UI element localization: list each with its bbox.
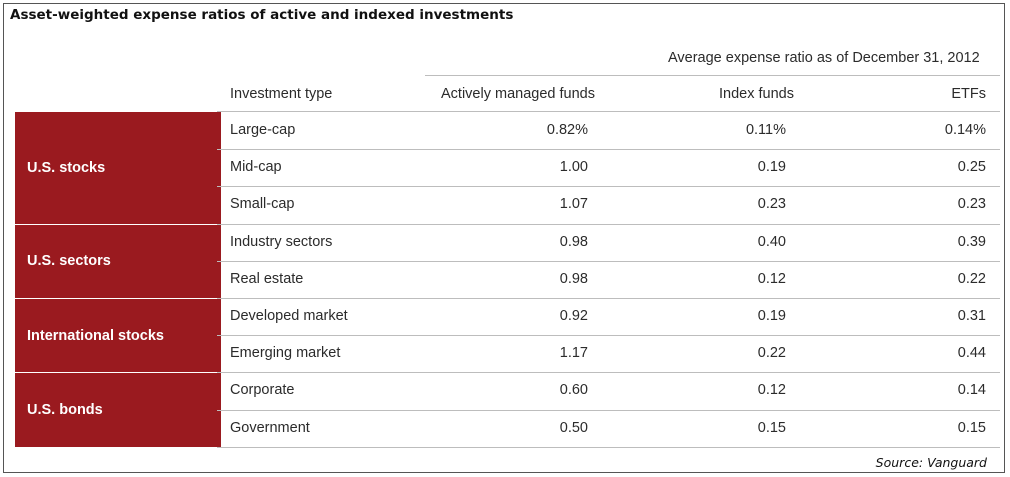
- source-note: Source: Vanguard: [875, 455, 987, 470]
- cell-active-value: 0.82%: [546, 122, 588, 138]
- column-header-active: Actively managed funds: [441, 86, 595, 102]
- cell-index-value: 0.15: [757, 419, 786, 436]
- row-rule: [217, 446, 1000, 448]
- super-header: Average expense ratio as of December 31,…: [668, 50, 980, 66]
- cell-active-value: 1.07: [559, 196, 588, 213]
- cell-etf-value: 0.14: [957, 382, 986, 399]
- cell-etf-value: 0.44: [957, 345, 986, 362]
- cell-investment-type: Emerging market: [230, 345, 341, 362]
- cell-index-value: 0.40: [757, 233, 786, 250]
- row-rule: [217, 409, 1000, 411]
- cell-active-value: 1.00: [559, 159, 588, 176]
- cell-active-value: 0.98: [559, 270, 588, 287]
- cell-investment-type: Corporate: [230, 382, 295, 399]
- cell-etf-value: 0.23: [957, 196, 986, 213]
- cell-index-value: 0.12: [757, 382, 786, 399]
- column-header-index: Index funds: [719, 86, 794, 102]
- row-rule: [217, 372, 1000, 374]
- column-header-investment-type: Investment type: [230, 86, 333, 102]
- cell-index-value: 0.22: [757, 345, 786, 362]
- cell-investment-type: Developed market: [230, 308, 348, 324]
- column-header-etfs: ETFs: [951, 86, 986, 102]
- row-rule: [217, 298, 1000, 299]
- cell-etf-value: 0.25: [957, 159, 986, 176]
- cell-investment-type: Small-cap: [230, 196, 295, 213]
- cell-etf-value: 0.15: [957, 419, 986, 436]
- table-frame: Asset-weighted expense ratios of active …: [3, 3, 1005, 473]
- cell-investment-type: Government: [230, 419, 310, 436]
- cell-investment-type: Large-cap: [230, 122, 296, 138]
- super-header-rule: [425, 75, 1000, 76]
- group-label: U.S. sectors: [15, 224, 221, 298]
- cell-etf-value: 0.14%: [944, 122, 986, 138]
- cell-investment-type: Industry sectors: [230, 233, 333, 250]
- cell-index-value: 0.19: [757, 308, 786, 324]
- cell-index-value: 0.12: [757, 270, 786, 287]
- cell-active-value: 0.92: [559, 308, 588, 324]
- row-rule: [217, 149, 1000, 151]
- row-rule: [217, 260, 1000, 262]
- table-title: Asset-weighted expense ratios of active …: [10, 7, 514, 23]
- group-label: International stocks: [15, 299, 221, 373]
- row-rule: [217, 186, 1000, 188]
- cell-active-value: 0.98: [559, 233, 588, 250]
- cell-investment-type: Real estate: [230, 270, 304, 287]
- cell-index-value: 0.19: [757, 159, 786, 176]
- cell-active-value: 0.60: [559, 382, 588, 399]
- cell-active-value: 1.17: [559, 345, 588, 362]
- cell-active-value: 0.50: [559, 419, 588, 436]
- header-rule: [217, 111, 1000, 112]
- row-rule: [217, 223, 1000, 225]
- group-label: U.S. bonds: [15, 373, 221, 447]
- cell-index-value: 0.23: [757, 196, 786, 213]
- row-rule: [217, 335, 1000, 337]
- group-label: U.S. stocks: [15, 112, 221, 224]
- cell-investment-type: Mid-cap: [230, 159, 282, 176]
- cell-index-value: 0.11%: [745, 122, 786, 138]
- cell-etf-value: 0.39: [957, 233, 986, 250]
- cell-etf-value: 0.31: [957, 308, 986, 324]
- cell-etf-value: 0.22: [957, 270, 986, 287]
